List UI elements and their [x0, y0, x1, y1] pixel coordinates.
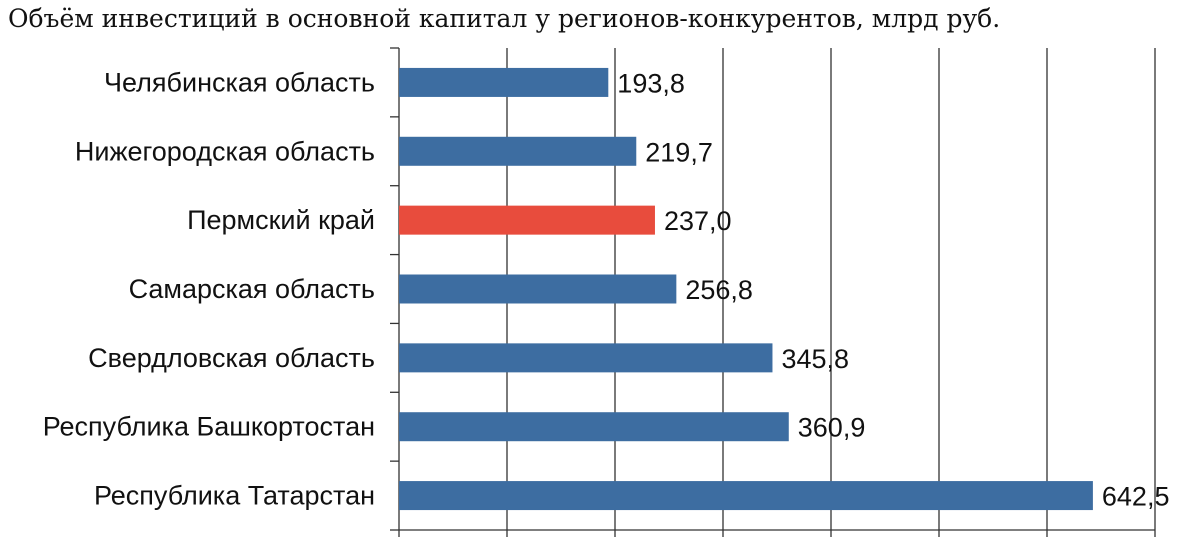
category-label: Нижегородская область	[75, 136, 375, 166]
category-label: Свердловская область	[88, 343, 375, 373]
bar	[399, 343, 773, 373]
labels: Челябинская область 193,8 Нижегородская об…	[43, 67, 1170, 511]
category-label: Республика Татарстан	[94, 481, 375, 511]
value-label: 256,8	[685, 275, 753, 305]
value-label: 345,8	[781, 344, 849, 374]
category-label: Самарская область	[129, 274, 375, 304]
bar	[399, 481, 1093, 511]
category-label: Челябинская область	[104, 67, 375, 97]
category-label: Республика Башкортостан	[43, 412, 375, 442]
value-label: 193,8	[617, 68, 685, 98]
value-label: 237,0	[664, 206, 732, 236]
bar	[399, 67, 609, 97]
bar	[399, 274, 677, 304]
value-label: 219,7	[645, 137, 713, 167]
bars	[399, 67, 1093, 511]
category-label: Пермский край	[187, 205, 375, 235]
value-label: 642,5	[1102, 482, 1170, 512]
bar	[399, 205, 655, 235]
value-label: 360,9	[798, 413, 866, 443]
bar	[399, 136, 637, 166]
chart-title: Объём инвестиций в основной капитал у ре…	[8, 4, 1001, 33]
bar	[399, 412, 789, 442]
